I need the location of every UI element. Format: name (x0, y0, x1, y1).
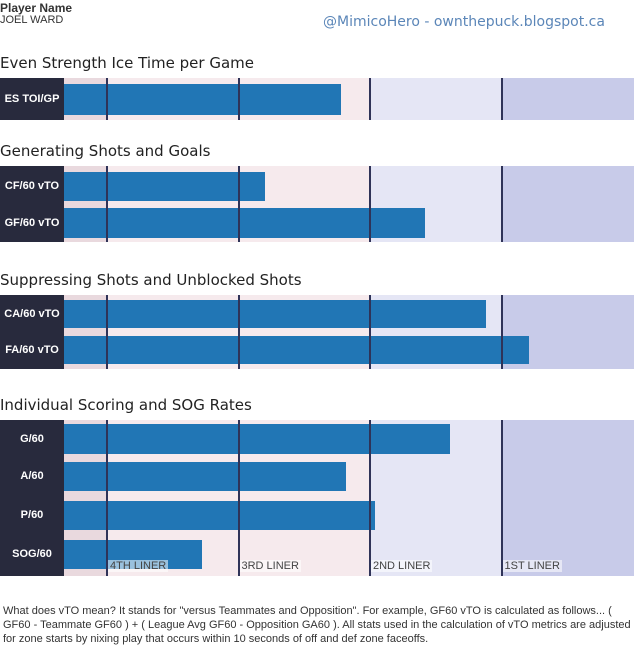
section-panel: G/60 A/60 P/60 SOG/60 4TH LINER 3RD LINER 2ND … (0, 420, 634, 576)
player-name-label: Player Name (0, 1, 73, 15)
tier-line (106, 166, 108, 242)
tier-line (500, 78, 503, 120)
tier-label: 1ST LINER (502, 560, 562, 572)
section-panel: CA/60 vTO FA/60 vTO (0, 295, 634, 369)
row-label-column (0, 295, 64, 369)
row-label: CA/60 vTO (4, 308, 60, 320)
tier-line (237, 166, 240, 242)
tier-line (106, 295, 108, 369)
tier-zone (501, 78, 634, 120)
bar (64, 172, 265, 201)
tier-line (369, 295, 371, 369)
row-label-column (0, 166, 64, 242)
row-label-column (0, 78, 64, 120)
tier-label: 3RD LINER (239, 560, 301, 572)
row-label: FA/60 vTO (5, 344, 59, 356)
tier-line (106, 78, 108, 120)
bar (64, 501, 376, 530)
row-label: SOG/60 (12, 548, 52, 560)
tier-line (369, 166, 371, 242)
tier-line (500, 295, 503, 369)
row-label: G/60 (20, 433, 44, 445)
tier-zone (370, 78, 502, 120)
section-title: Generating Shots and Goals (0, 142, 211, 160)
section-title: Suppressing Shots and Unblocked Shots (0, 271, 302, 289)
credit-line: @MimicoHero - ownthepuck.blogspot.ca (323, 14, 605, 30)
footnote: What does vTO mean? It stands for "versu… (3, 605, 631, 645)
tier-line (369, 78, 371, 120)
section-title: Individual Scoring and SOG Rates (0, 396, 252, 414)
tier-line (106, 420, 108, 576)
bar (64, 300, 486, 328)
row-label-column (0, 420, 64, 576)
tier-line (369, 420, 371, 576)
tier-label: 2ND LINER (371, 560, 433, 572)
section-panel: CF/60 vTO GF/60 vTO (0, 166, 634, 242)
row-label: P/60 (20, 509, 44, 521)
section-panel: ES TOI/GP (0, 78, 634, 120)
section-title: Even Strength Ice Time per Game (0, 54, 254, 72)
row-label: A/60 (20, 470, 44, 482)
tier-line (237, 420, 240, 576)
row-label: CF/60 vTO (4, 180, 60, 192)
bar (64, 462, 347, 491)
bar (64, 424, 451, 454)
row-label: ES TOI/GP (4, 93, 60, 105)
tier-zone (501, 420, 634, 576)
tier-line (500, 166, 503, 242)
bar (64, 336, 530, 364)
tier-zone (501, 166, 634, 242)
bar (64, 208, 426, 238)
row-label: GF/60 vTO (4, 217, 60, 229)
tier-label: 4TH LINER (108, 560, 169, 572)
bar (64, 84, 342, 115)
tier-line (500, 420, 503, 576)
tier-line (237, 295, 240, 369)
player-name: JOEL WARD (0, 14, 64, 26)
tier-line (237, 78, 240, 120)
